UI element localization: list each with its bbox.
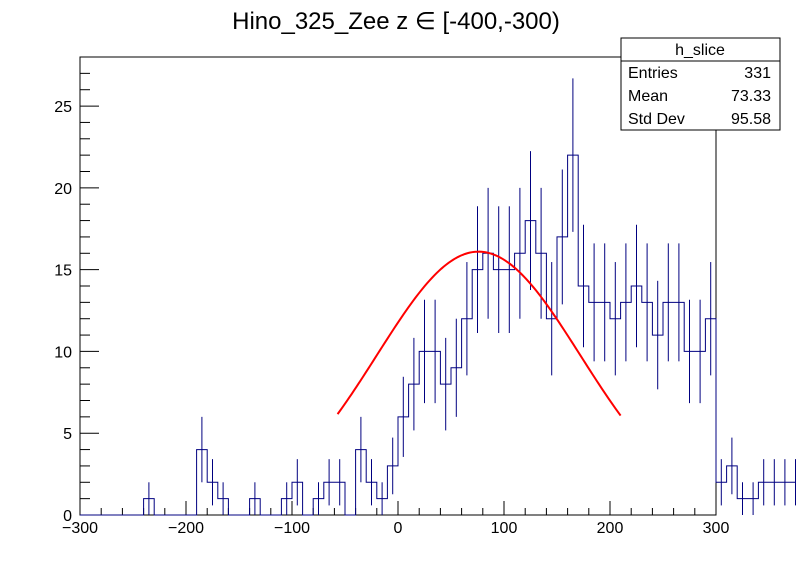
x-tick-label: 200 <box>597 520 624 537</box>
stats-mean-value: 73.33 <box>731 88 771 105</box>
stats-stddev-value: 95.58 <box>731 111 771 128</box>
y-tick-label: 20 <box>54 181 72 198</box>
x-tick-label: −300 <box>62 520 98 537</box>
histogram-outline <box>80 154 796 516</box>
stats-mean-label: Mean <box>628 88 668 105</box>
stats-entries-label: Entries <box>628 65 678 82</box>
x-tick-label: −100 <box>274 520 310 537</box>
gaussian-fit-line <box>336 250 622 417</box>
y-tick-label: 5 <box>63 426 72 443</box>
stats-box: h_slice Entries 331 Mean 73.33 Std Dev 9… <box>620 37 781 131</box>
stats-box-title: h_slice <box>675 42 725 59</box>
x-tick-label: −200 <box>168 520 204 537</box>
histogram-series <box>80 78 796 516</box>
axes: −300 −200 −100 0 100 200 300 0 5 10 15 20 25 <box>54 56 730 537</box>
stats-stddev-label: Std Dev <box>628 111 685 128</box>
y-tick-label: 25 <box>54 99 72 116</box>
chart-title: Hino_325_Zee z ∈ [-400,-300) <box>232 8 560 35</box>
y-tick-label: 0 <box>63 508 72 525</box>
x-tick-label: 300 <box>703 520 730 537</box>
x-tick-label: 0 <box>394 520 403 537</box>
fit-curve <box>336 250 622 417</box>
y-tick-label: 15 <box>54 263 72 280</box>
x-tick-label: 100 <box>491 520 518 537</box>
stats-box-frame <box>620 37 781 131</box>
stats-entries-value: 331 <box>744 65 771 82</box>
y-tick-label: 10 <box>54 344 72 361</box>
